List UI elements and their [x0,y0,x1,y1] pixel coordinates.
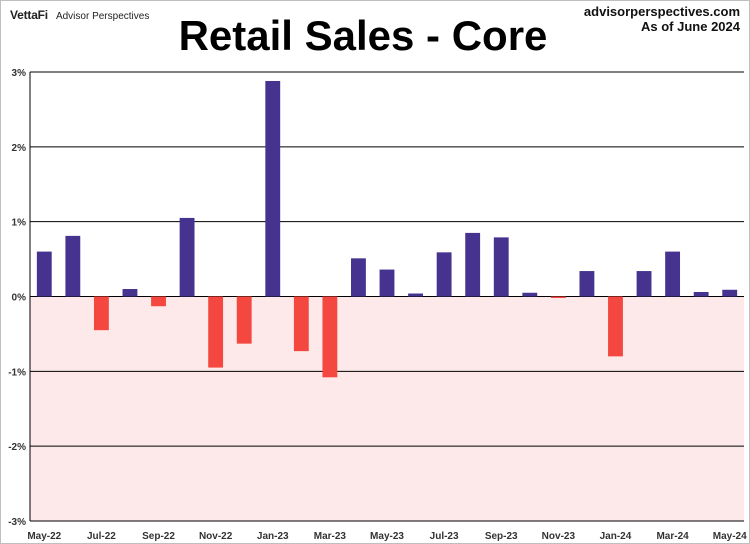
y-tick-label: 3% [12,68,27,79]
bar [151,296,166,307]
x-tick-label: Sep-22 [142,531,175,542]
bar [436,252,452,297]
x-tick-label: Jan-24 [600,531,632,542]
chart-title: Retail Sales - Core [178,12,548,59]
bar [351,258,366,297]
bar [608,296,623,357]
bar [293,296,309,352]
y-tick-label: 2% [12,143,27,154]
y-tick-label: -3% [8,517,26,528]
bar [722,289,738,297]
x-tick-label: May-23 [370,531,404,542]
y-tick-label: -2% [8,442,26,453]
x-tick-label: Mar-24 [656,531,689,542]
x-tick-label: Jul-23 [430,531,459,542]
x-tick-label: Mar-23 [314,531,347,542]
bar [550,296,566,298]
x-tick-label: Nov-23 [542,531,576,542]
x-tick-label: Sep-23 [485,531,518,542]
bar [408,293,423,297]
y-tick-label: 0% [12,293,27,304]
x-tick-label: Jan-23 [257,531,289,542]
bar [322,296,338,378]
bar [522,292,538,297]
bar [465,232,481,297]
bar [493,237,509,297]
bar [693,292,709,297]
source-info: advisorperspectives.com As of June 2024 [584,4,740,34]
x-tick-label: May-22 [27,531,61,542]
bar [236,296,252,344]
vettafi-logo: VettaFi [10,8,48,22]
negative-zone [30,296,744,521]
x-tick-label: May-24 [713,531,747,542]
bar [208,296,224,368]
bar [93,296,109,331]
bar [179,217,195,297]
bar [665,251,681,297]
bar [36,251,52,297]
brand: VettaFi Advisor Perspectives [10,8,149,22]
y-tick-label: 1% [12,218,27,229]
x-tick-label: Jul-22 [87,531,116,542]
x-tick-label: Nov-22 [199,531,233,542]
bar [579,271,595,297]
bar [65,235,81,297]
source-url: advisorperspectives.com [583,4,740,19]
bar [122,289,138,297]
bar [636,271,652,297]
y-tick-label: -1% [8,367,26,378]
bar [265,80,281,297]
bar [379,269,395,297]
brand-name: Advisor Perspectives [55,11,150,22]
as-of-date: As of June 2024 [641,19,740,34]
